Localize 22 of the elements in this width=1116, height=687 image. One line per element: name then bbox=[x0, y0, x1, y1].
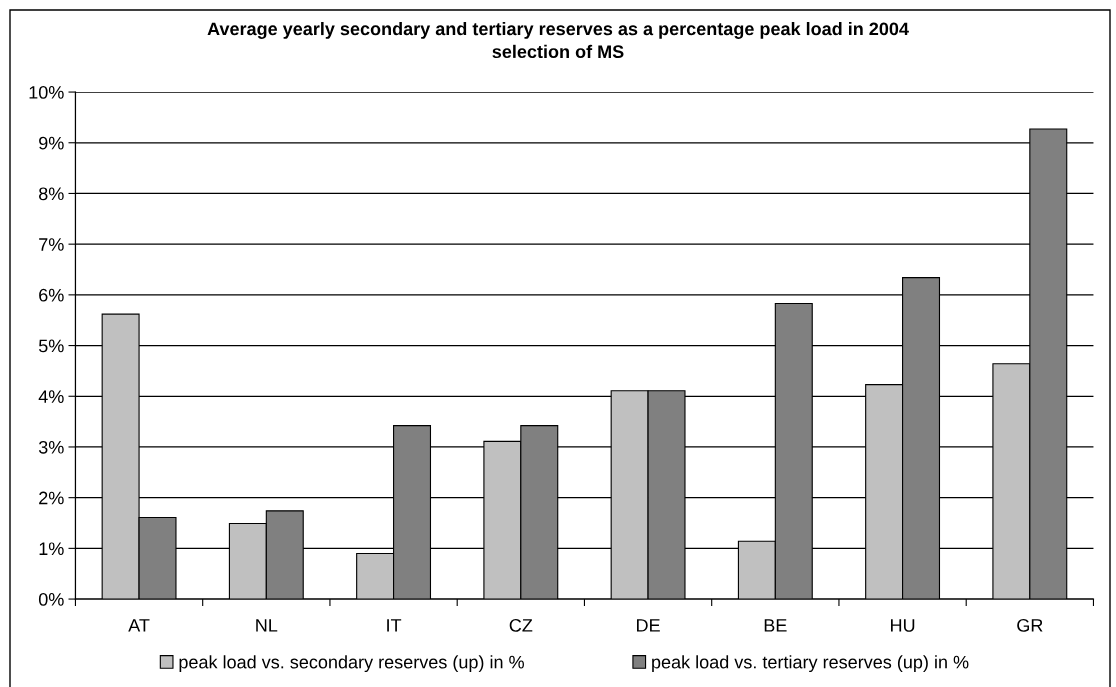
y-tick-label: 0% bbox=[38, 593, 64, 606]
y-tick-label: 1% bbox=[39, 542, 64, 556]
y-tick-label: 3% bbox=[38, 440, 64, 454]
chart-title: Average yearly secondary and tertiary reserves as a percentage peak load in 2004 selection of MS bbox=[207, 22, 909, 59]
legend-label: peak load vs. tertiary reserves (up) in % bbox=[652, 655, 969, 673]
y-tick-label: 6% bbox=[39, 288, 64, 302]
x-tick-label: IT bbox=[387, 619, 402, 632]
y-tick-label: 4% bbox=[38, 390, 64, 403]
y-tick-label: 2% bbox=[39, 491, 64, 505]
x-tick-label: HU bbox=[891, 619, 915, 632]
y-tick-label: 8% bbox=[39, 187, 64, 201]
x-tick-label: AT bbox=[128, 619, 150, 632]
x-tick-label: BE bbox=[764, 619, 787, 632]
y-tick-label: 10% bbox=[29, 85, 64, 99]
legend-label: peak load vs. secondary reserves (up) in % bbox=[179, 655, 524, 673]
x-tick-label: GR bbox=[1017, 618, 1043, 632]
y-tick-label: 9% bbox=[39, 136, 64, 150]
y-tick-label: 5% bbox=[38, 339, 64, 353]
x-tick-label: DE bbox=[637, 619, 660, 632]
x-tick-label: NL bbox=[256, 619, 278, 632]
y-tick-label: 7% bbox=[39, 238, 64, 251]
x-tick-label: CZ bbox=[509, 618, 533, 632]
